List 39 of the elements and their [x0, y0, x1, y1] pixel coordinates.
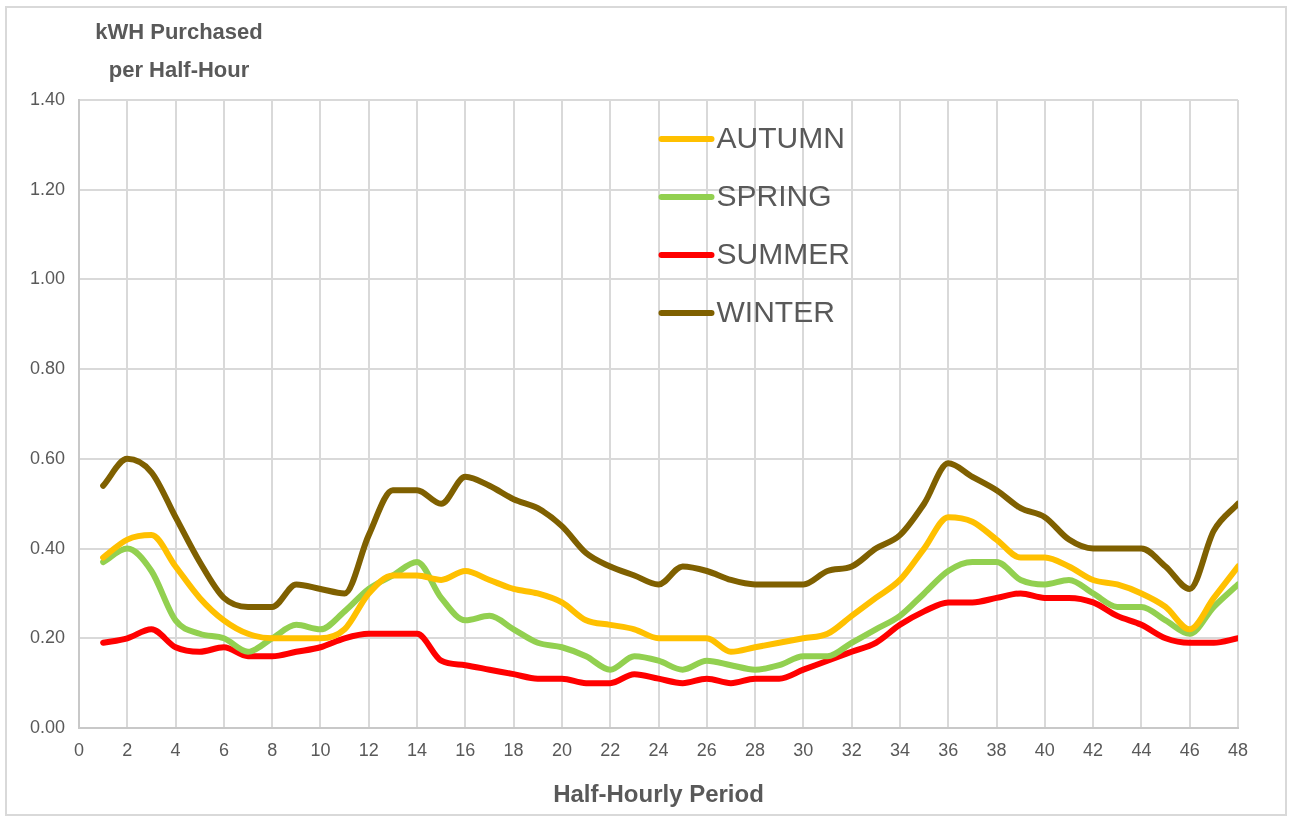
y-tick-label: 0.40	[29, 537, 65, 558]
x-tick-label: 36	[938, 739, 959, 760]
x-tick-label: 0	[73, 739, 85, 760]
x-tick-label: 22	[600, 739, 621, 760]
legend-label: SPRING	[716, 179, 832, 213]
y-axis-title: kWH Purchased per Half-Hour	[95, 19, 263, 83]
x-tick-label: 4	[170, 739, 181, 760]
y-tick-label: 0.60	[29, 447, 65, 468]
x-tick-label: 46	[1179, 739, 1200, 760]
x-tick-label: 44	[1131, 739, 1152, 760]
x-tick-label: 10	[310, 739, 331, 760]
x-tick-label: 8	[267, 739, 278, 760]
x-tick-label: 26	[696, 739, 717, 760]
legend-label: WINTER	[716, 295, 835, 329]
y-tick-label: 1.20	[29, 178, 65, 199]
x-tick-label: 30	[793, 739, 814, 760]
x-tick-label: 32	[841, 739, 862, 760]
x-tick-label: 18	[503, 739, 524, 760]
y-tick-label: 1.40	[29, 88, 65, 109]
legend-label: SUMMER	[716, 237, 850, 271]
x-tick-label: 40	[1034, 739, 1055, 760]
y-tick-label: 0.80	[29, 358, 65, 379]
x-tick-label: 48	[1227, 739, 1249, 760]
x-tick-label: 14	[407, 739, 428, 760]
y-tick-label: 1.00	[29, 268, 65, 289]
x-tick-label: 24	[648, 739, 669, 760]
x-tick-label: 38	[986, 739, 1007, 760]
x-tick-label: 2	[122, 739, 133, 760]
x-tick-label: 12	[358, 739, 379, 760]
y-tick-label: 0.00	[29, 716, 65, 737]
x-tick-label: 16	[455, 739, 476, 760]
x-tick-label: 42	[1083, 739, 1104, 760]
x-tick-label: 20	[551, 739, 572, 760]
x-axis-title: Half-Hourly Period	[553, 780, 764, 808]
legend-label: AUTUMN	[716, 121, 845, 155]
y-tick-label: 0.20	[29, 627, 65, 648]
x-tick-label: 28	[745, 739, 766, 760]
x-tick-label: 6	[218, 739, 229, 760]
x-tick-label: 34	[889, 739, 910, 760]
